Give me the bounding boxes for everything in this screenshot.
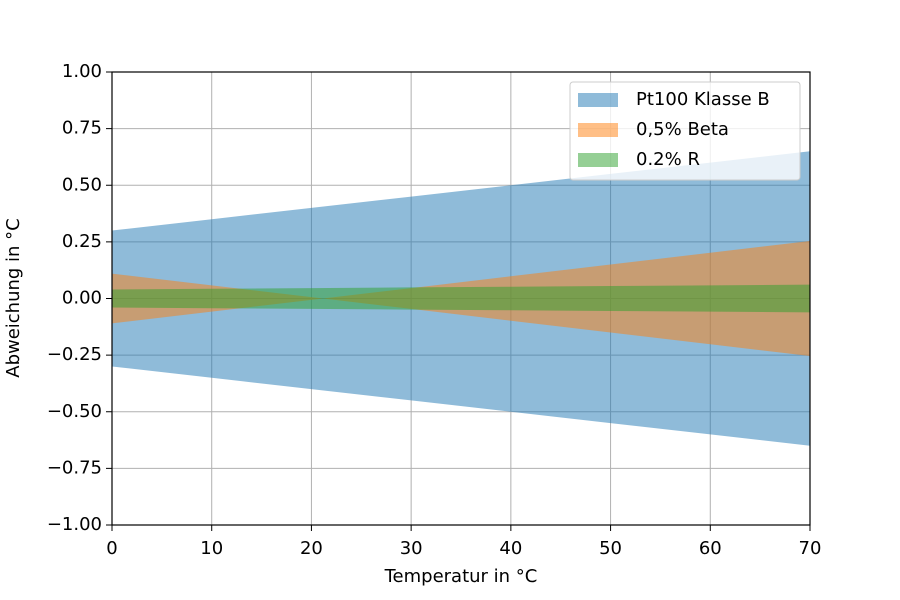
x-tick-label: 10 [200, 538, 223, 559]
x-tick-label: 40 [499, 538, 522, 559]
y-tick-label: −0.75 [47, 457, 102, 478]
y-tick-label: −0.50 [47, 401, 102, 422]
legend-swatch [578, 123, 618, 137]
legend-swatch [578, 153, 618, 167]
y-tick-label: 0.50 [62, 174, 102, 195]
y-tick-label: −0.25 [47, 344, 102, 365]
x-tick-label: 60 [699, 538, 722, 559]
legend-label: 0.2% R [636, 149, 700, 170]
legend-label: 0,5% Beta [636, 119, 729, 140]
x-tick-label: 20 [300, 538, 323, 559]
y-tick-label: 0.00 [62, 288, 102, 309]
y-axis-label: Abweichung in °C [3, 218, 24, 378]
x-axis-label: Temperatur in °C [384, 566, 538, 587]
x-tick-label: 0 [106, 538, 117, 559]
y-tick-label: 0.25 [62, 231, 102, 252]
x-tick-label: 50 [599, 538, 622, 559]
y-tick-label: 1.00 [62, 61, 102, 82]
y-tick-label: 0.75 [62, 118, 102, 139]
band-area [112, 284, 810, 313]
legend-swatch [578, 93, 618, 107]
x-tick-label: 30 [400, 538, 423, 559]
legend-box [569, 81, 801, 181]
x-tick-label: 70 [799, 538, 822, 559]
legend: Pt100 Klasse B 0,5% Beta 0.2% R [569, 81, 801, 181]
plot-frame [111, 71, 811, 526]
legend-label: Pt100 Klasse B [636, 89, 770, 110]
y-tick-label: −1.00 [47, 514, 102, 535]
